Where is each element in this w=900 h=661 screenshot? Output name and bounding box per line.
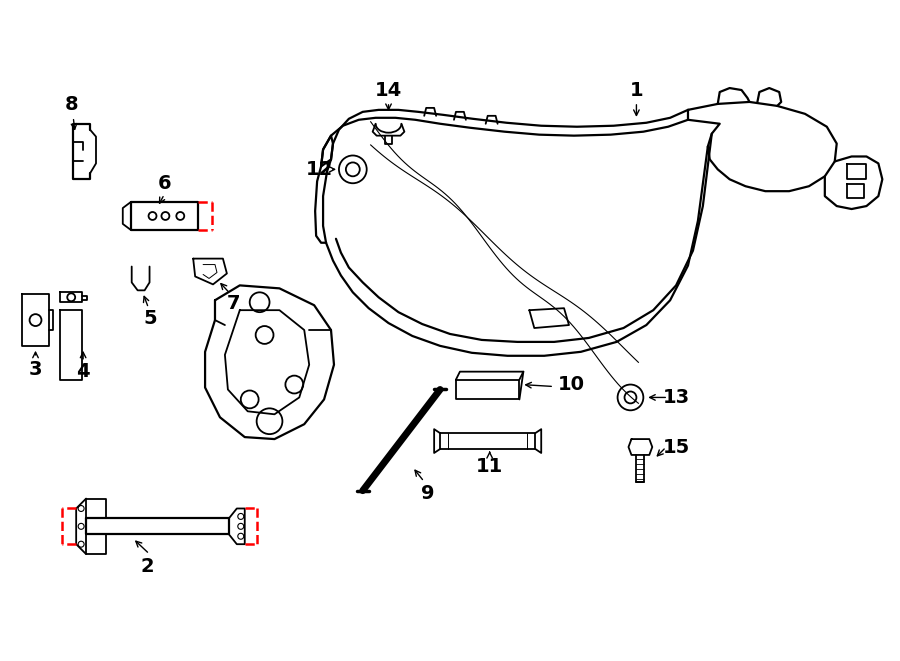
Text: 14: 14 bbox=[375, 81, 402, 100]
Text: 12: 12 bbox=[305, 160, 333, 179]
Text: 8: 8 bbox=[65, 95, 78, 114]
Text: 11: 11 bbox=[476, 457, 503, 477]
Text: 6: 6 bbox=[158, 174, 171, 193]
Text: 10: 10 bbox=[557, 375, 584, 394]
Text: 4: 4 bbox=[76, 362, 90, 381]
Text: 7: 7 bbox=[227, 293, 240, 313]
Text: 5: 5 bbox=[144, 309, 158, 328]
Text: 9: 9 bbox=[421, 484, 435, 503]
Text: 2: 2 bbox=[140, 557, 155, 576]
Text: 15: 15 bbox=[662, 438, 689, 457]
Text: 3: 3 bbox=[29, 360, 42, 379]
Text: 1: 1 bbox=[630, 81, 644, 100]
Text: 13: 13 bbox=[662, 388, 689, 407]
